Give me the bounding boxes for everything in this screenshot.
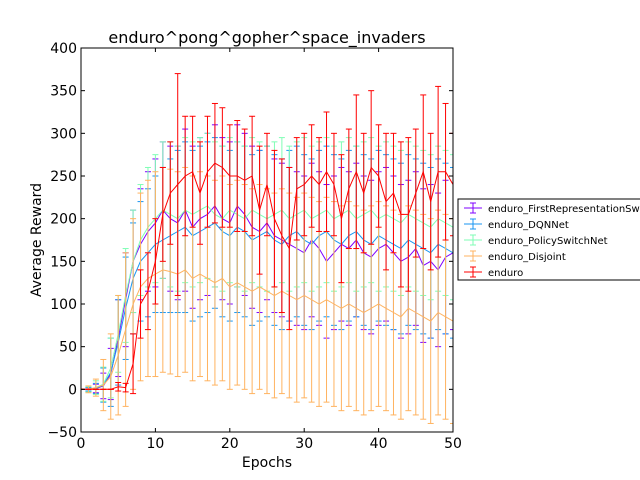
legend-label: enduro <box>488 268 523 279</box>
y-tick-label: 150 <box>50 254 77 270</box>
x-axis-label: Epochs <box>242 455 292 471</box>
y-tick-label: 400 <box>50 41 77 57</box>
legend-item: enduro_FirstRepresentationSwitchNet <box>464 202 640 215</box>
x-tick-label: 30 <box>295 436 313 452</box>
plot-frame <box>80 47 454 433</box>
legend-label: enduro_Disjoint <box>488 252 566 263</box>
y-tick-label: 350 <box>50 84 77 100</box>
y-tick-label: −50 <box>47 425 77 441</box>
x-tick-label: 40 <box>370 436 388 452</box>
series-line <box>81 269 453 390</box>
legend-label: enduro_PolicySwitchNet <box>488 236 608 247</box>
y-tick-label: 250 <box>50 169 77 185</box>
y-tick-label: 200 <box>50 212 77 228</box>
series-layer <box>81 73 453 424</box>
x-tick-label: 20 <box>221 436 239 452</box>
legend: enduro_FirstRepresentationSwitchNetendur… <box>457 198 640 281</box>
chart-title: enduro^pong^gopher^space_invaders <box>108 28 425 48</box>
x-tick-label: 50 <box>444 436 462 452</box>
x-tick-label: 10 <box>146 436 164 452</box>
y-axis-label: Average Reward <box>29 183 45 297</box>
legend-item: enduro_PolicySwitchNet <box>464 234 608 247</box>
legend-item: enduro <box>464 266 523 279</box>
legend-item: enduro_Disjoint <box>464 250 566 263</box>
legend-label: enduro_FirstRepresentationSwitchNet <box>488 204 640 215</box>
legend-item: enduro_DQNNet <box>464 218 569 231</box>
y-tick-label: 100 <box>50 297 77 313</box>
x-tick-label: 0 <box>77 436 86 452</box>
y-tick-label: 0 <box>68 382 77 398</box>
series-line <box>81 162 453 390</box>
y-tick-label: 300 <box>50 126 77 142</box>
legend-label: enduro_DQNNet <box>488 220 569 231</box>
y-tick-label: 50 <box>59 340 77 356</box>
series-enduro <box>81 73 453 395</box>
legend-box <box>457 198 640 281</box>
